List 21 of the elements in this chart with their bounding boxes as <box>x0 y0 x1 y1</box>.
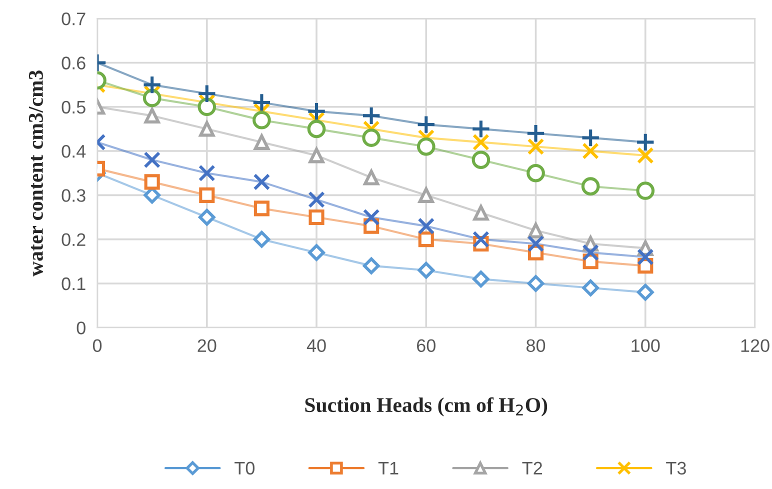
x-tick-label: 100 <box>632 339 660 352</box>
x-axis-title: Suction Heads (cm of H$_{2}$O) <box>305 397 548 416</box>
y-tick-label: 0.6 <box>62 56 86 70</box>
x-tick-label: 40 <box>306 339 326 352</box>
legend-label: T3 <box>666 462 686 475</box>
y-tick-label: 0.1 <box>62 277 86 290</box>
x-tick-label: 60 <box>417 339 436 352</box>
x-tick-label: 20 <box>198 339 216 352</box>
y-tick-label: 0.7 <box>62 12 86 26</box>
y-tick-label: 0.3 <box>62 189 86 202</box>
x-tick-label: 120 <box>741 339 770 352</box>
legend-label: T0 <box>234 462 255 475</box>
y-tick-label: 0.2 <box>62 233 86 246</box>
legend-label: T1 <box>378 462 398 474</box>
y-tick-label: 0.5 <box>62 100 86 114</box>
y-axis-title: water content cm3/cm3 <box>28 70 43 276</box>
x-tick-label: 80 <box>526 339 546 352</box>
legend-label: T2 <box>522 462 542 474</box>
y-tick-label: 0.4 <box>62 144 86 158</box>
x-tick-label: 0 <box>92 339 102 352</box>
y-tick-label: 0 <box>76 322 86 334</box>
